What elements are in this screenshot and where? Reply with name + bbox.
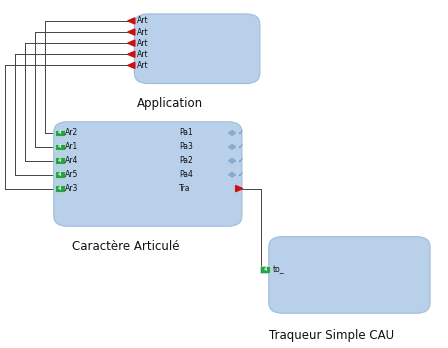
FancyBboxPatch shape — [269, 237, 430, 313]
Text: 4: 4 — [58, 158, 61, 163]
Polygon shape — [228, 130, 236, 135]
Text: Tra: Tra — [179, 184, 191, 193]
Text: ✓: ✓ — [238, 130, 244, 136]
FancyBboxPatch shape — [54, 122, 242, 226]
FancyBboxPatch shape — [55, 143, 65, 150]
FancyBboxPatch shape — [134, 14, 260, 84]
Text: 4: 4 — [58, 130, 61, 135]
Polygon shape — [128, 62, 135, 69]
Text: to_: to_ — [272, 265, 284, 274]
Polygon shape — [228, 172, 236, 177]
FancyBboxPatch shape — [260, 267, 270, 273]
Polygon shape — [228, 158, 236, 163]
Text: Pa2: Pa2 — [179, 156, 193, 165]
Text: Ar5: Ar5 — [65, 170, 79, 179]
Text: Traqueur Simple CAU: Traqueur Simple CAU — [269, 329, 394, 342]
Text: Caractère Articulé: Caractère Articulé — [72, 240, 179, 253]
Polygon shape — [228, 144, 236, 149]
FancyBboxPatch shape — [55, 157, 65, 164]
Text: Pa4: Pa4 — [179, 170, 193, 179]
Polygon shape — [128, 40, 135, 46]
FancyBboxPatch shape — [55, 185, 65, 192]
FancyBboxPatch shape — [55, 172, 65, 178]
Text: Ar1: Ar1 — [65, 142, 79, 151]
Text: ✓: ✓ — [238, 158, 244, 164]
FancyBboxPatch shape — [55, 129, 65, 136]
Text: Ar2: Ar2 — [65, 128, 79, 137]
Text: Pa3: Pa3 — [179, 142, 193, 151]
Text: ✓: ✓ — [238, 144, 244, 150]
Text: Art: Art — [137, 39, 149, 48]
Polygon shape — [128, 51, 135, 57]
Text: 4: 4 — [58, 172, 61, 177]
Polygon shape — [236, 185, 243, 192]
Text: 4: 4 — [58, 144, 61, 149]
Text: 4: 4 — [58, 186, 61, 191]
Text: Ar3: Ar3 — [65, 184, 79, 193]
Polygon shape — [128, 29, 135, 35]
Text: Application: Application — [137, 97, 203, 110]
Text: 4: 4 — [263, 267, 267, 272]
Text: Art: Art — [137, 27, 149, 37]
Text: Ar4: Ar4 — [65, 156, 79, 165]
Text: Art: Art — [137, 61, 149, 70]
Polygon shape — [128, 18, 135, 24]
Text: Art: Art — [137, 50, 149, 59]
Text: Art: Art — [137, 16, 149, 25]
Text: ✓: ✓ — [238, 172, 244, 178]
Text: Pa1: Pa1 — [179, 128, 193, 137]
